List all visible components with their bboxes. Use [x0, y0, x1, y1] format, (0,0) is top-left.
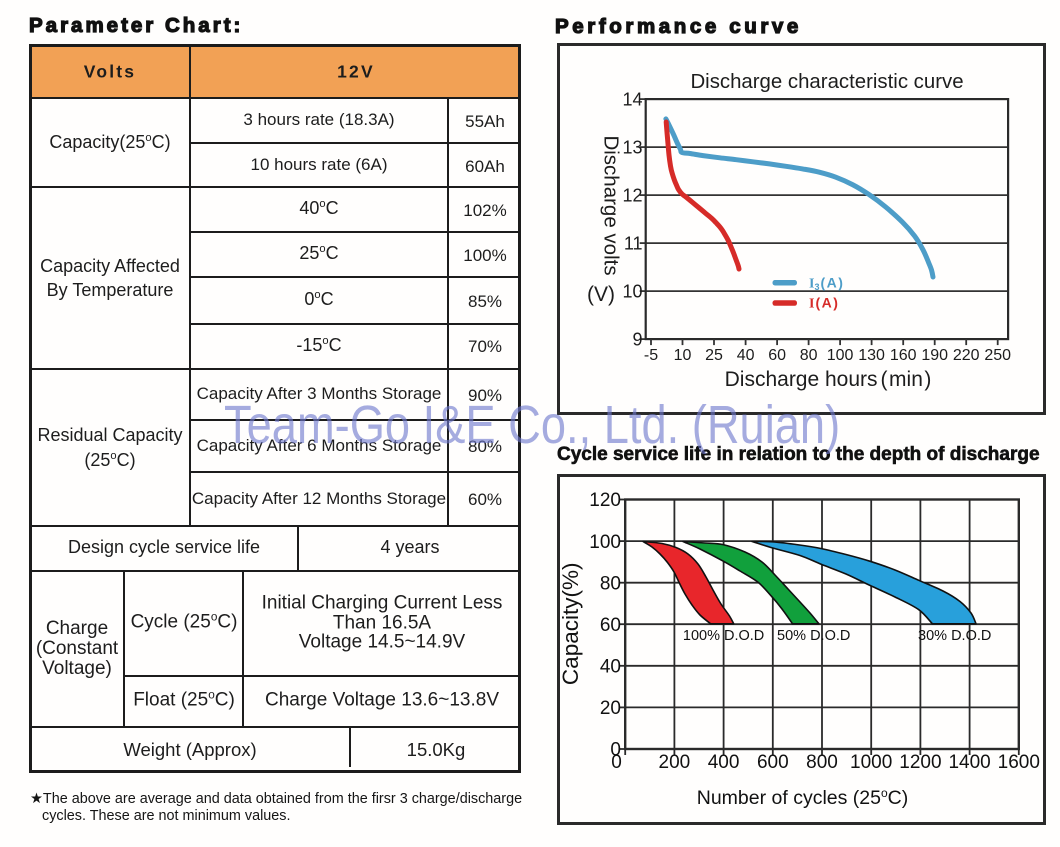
svg-text:30% D.O.D: 30% D.O.D	[918, 628, 991, 644]
svg-text:20: 20	[600, 698, 621, 719]
svg-text:10: 10	[622, 281, 642, 301]
svg-text:1000: 1000	[850, 752, 892, 773]
svg-text:-5: -5	[644, 347, 658, 364]
svg-text:120: 120	[589, 490, 621, 511]
svg-text:0: 0	[611, 752, 622, 773]
svg-text:40: 40	[737, 347, 755, 364]
svg-text:12: 12	[622, 185, 642, 205]
svg-text:160: 160	[890, 347, 917, 364]
svg-text:80: 80	[800, 347, 818, 364]
svg-text:10: 10	[674, 347, 692, 364]
svg-text:190: 190	[921, 347, 948, 364]
svg-text:400: 400	[708, 752, 740, 773]
svg-text:Number of cycles (25oC): Number of cycles (25oC)	[697, 786, 909, 809]
svg-text:40: 40	[600, 657, 621, 678]
svg-text:1600: 1600	[998, 752, 1040, 773]
svg-text:I(A): I(A)	[809, 295, 838, 312]
svg-text:60: 60	[768, 347, 786, 364]
svg-text:200: 200	[659, 752, 691, 773]
svg-text:100: 100	[589, 532, 621, 553]
svg-text:(V): (V)	[587, 283, 615, 306]
svg-text:250: 250	[984, 347, 1011, 364]
svg-text:1200: 1200	[899, 752, 941, 773]
svg-text:600: 600	[757, 752, 789, 773]
svg-text:Capacity(%): Capacity(%)	[560, 563, 583, 686]
svg-text:1400: 1400	[948, 752, 990, 773]
svg-text:Discharge hours(min): Discharge hours (min)	[725, 368, 932, 391]
svg-text:14: 14	[622, 89, 642, 109]
svg-text:220: 220	[953, 347, 980, 364]
svg-text:130: 130	[858, 347, 885, 364]
svg-text:100% D.O.D: 100% D.O.D	[683, 628, 764, 644]
svg-text:50% D.O.D: 50% D.O.D	[777, 628, 850, 644]
svg-text:100: 100	[827, 347, 854, 364]
svg-text:60: 60	[600, 615, 621, 636]
svg-text:13: 13	[622, 137, 642, 157]
svg-text:11: 11	[624, 233, 643, 253]
svg-text:0: 0	[610, 740, 621, 761]
svg-text:800: 800	[806, 752, 838, 773]
svg-text:Discharge volts: Discharge volts	[600, 135, 623, 275]
svg-text:25: 25	[705, 347, 723, 364]
svg-text:Discharge characteristic curve: Discharge characteristic curve	[690, 71, 963, 93]
svg-text:80: 80	[600, 573, 621, 594]
svg-text:9: 9	[632, 329, 642, 349]
svg-text:I3(A): I3(A)	[809, 275, 843, 293]
